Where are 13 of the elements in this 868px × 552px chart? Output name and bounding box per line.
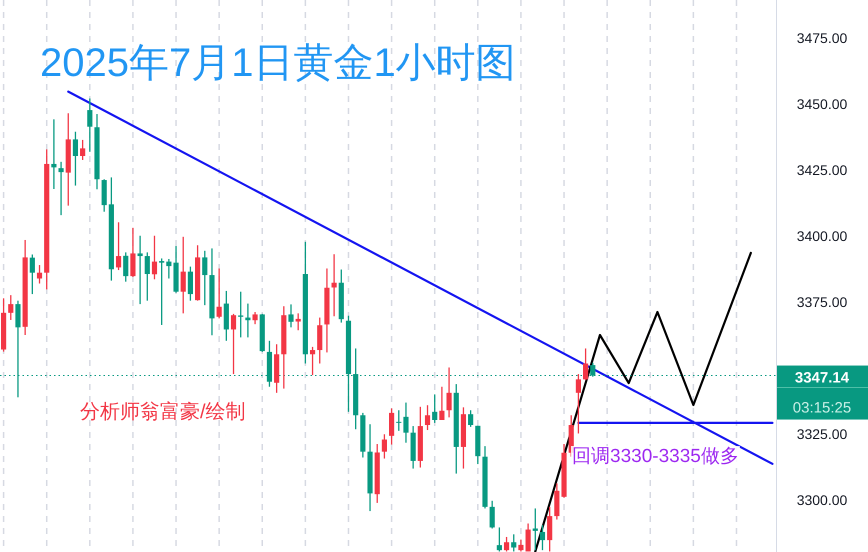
text: 2025年7月1日黄金1小时图 [40, 41, 516, 85]
annotation: 回调3330-3335做多 [572, 446, 739, 467]
annotation: 分析师翁富豪/绘制 [80, 400, 246, 423]
y-tick-label: 3325.00 [796, 426, 848, 442]
y-tick-label: 3475.00 [796, 30, 848, 46]
y-tick-label: 3450.00 [796, 96, 848, 112]
ref-line-label: 3347.14 [794, 370, 850, 387]
y-tick-label: 3400.00 [796, 228, 848, 244]
line-series [534, 252, 752, 552]
y-tick-label: 3300.00 [796, 492, 848, 508]
text: 03:15:25 [792, 400, 852, 417]
y-tick-label: 3425.00 [796, 162, 848, 178]
y-tick-label: 3375.00 [796, 294, 848, 310]
